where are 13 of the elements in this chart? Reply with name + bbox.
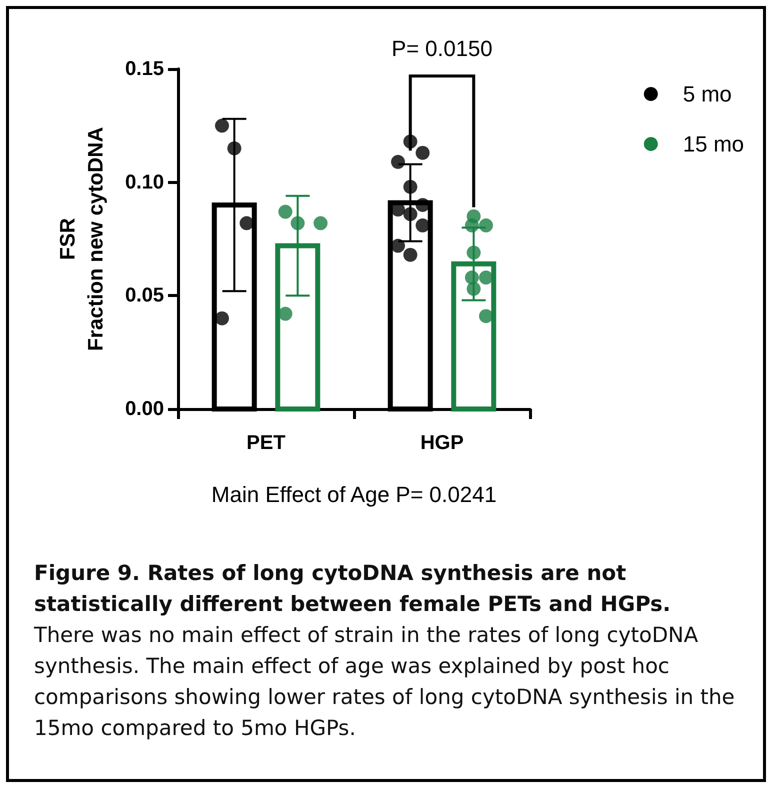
caption: Figure 9. Rates of long cytoDNA synthesis are not statistically different between female PETs and HGPs. — [34, 561, 671, 616]
y-axis-title: FSR Fraction new cytoDNA — [56, 126, 108, 352]
x-tick-label: HGP — [420, 432, 464, 454]
text: Main Effect of Age P= 0.0241 — [211, 482, 497, 508]
text: There was no main effect of strain in the rates of long cytoDNA synthesis. The main effect of age was explained by post hoc comparisons showing lower rates of long cytoDNA synthesis in the 15mo compared to 5mo HGPs. — [34, 622, 736, 742]
legend-label: 15 mo — [682, 132, 744, 156]
y-tick-label: 0.10 — [125, 171, 164, 194]
x-tick-label: PET — [246, 432, 286, 454]
y-tick-label: 0.15 — [125, 58, 164, 80]
y-tick-label: 0.05 — [125, 284, 164, 307]
legend-label: 5 mo — [682, 82, 732, 106]
y-tick-label: 0.00 — [125, 398, 164, 420]
text: P= 0.0150 — [392, 36, 492, 62]
